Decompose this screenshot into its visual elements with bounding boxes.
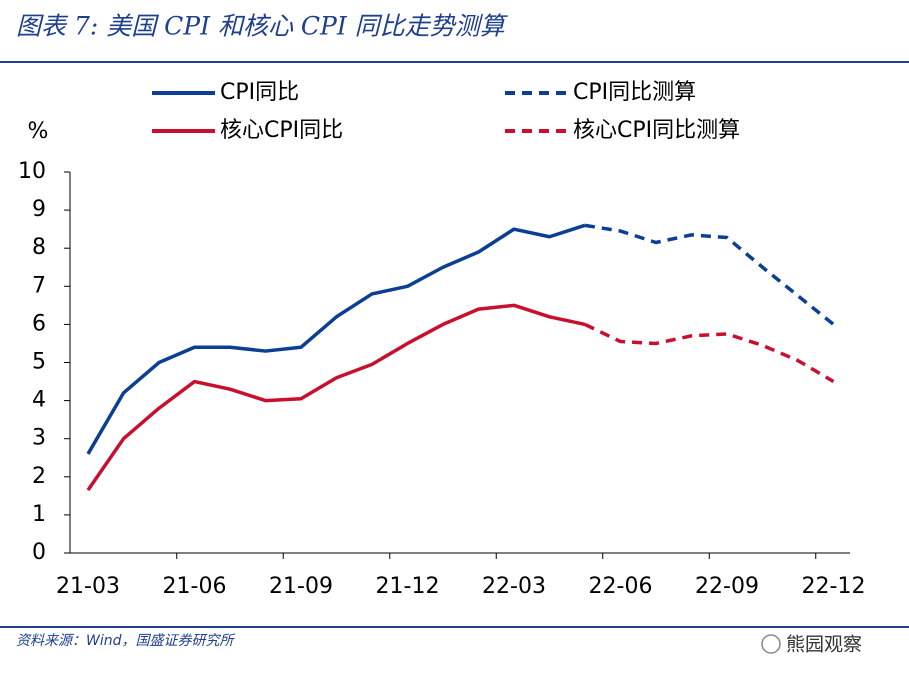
x-tick-label: 21-09 xyxy=(269,574,333,599)
legend-label: 核心CPI同比测算 xyxy=(573,118,740,143)
x-tick-label: 22-03 xyxy=(482,574,546,599)
series-line xyxy=(584,322,835,384)
y-tick-label: 8 xyxy=(32,235,46,260)
x-tick-label: 22-09 xyxy=(695,574,759,599)
watermark-icon xyxy=(761,634,781,654)
watermark: 熊园观察 xyxy=(786,634,862,656)
y-tick-label: 3 xyxy=(32,426,46,451)
source: 资料来源：Wind，国盛证券研究所 xyxy=(16,633,235,649)
y-tick-label: 6 xyxy=(32,311,46,336)
chart-title: 图表 7: 美国 CPI 和核心 CPI 同比走势测算 xyxy=(16,12,509,41)
legend-label: 核心CPI同比 xyxy=(220,118,343,143)
x-tick-label: 21-03 xyxy=(56,574,120,599)
y-tick-label: 4 xyxy=(32,388,46,413)
y-tick-label: 5 xyxy=(32,350,46,375)
y-tick-label: 2 xyxy=(32,464,46,489)
legend-label: CPI同比 xyxy=(220,80,299,105)
y-tick-label: 7 xyxy=(32,273,46,298)
x-tick-label: 22-12 xyxy=(802,574,866,599)
y-tick-label: 1 xyxy=(32,502,46,527)
y-tick-label: 10 xyxy=(18,159,46,184)
x-tick-label: 21-06 xyxy=(163,574,227,599)
series-line xyxy=(584,223,835,326)
y-tick-label: 0 xyxy=(32,540,46,565)
x-tick-label: 22-06 xyxy=(589,574,653,599)
y-tick-label: 9 xyxy=(32,197,46,222)
series-line xyxy=(86,303,586,492)
x-tick-label: 21-12 xyxy=(376,574,440,599)
series-line xyxy=(86,223,586,455)
legend-label: CPI同比测算 xyxy=(573,80,696,105)
y-axis-label: % xyxy=(28,119,49,144)
